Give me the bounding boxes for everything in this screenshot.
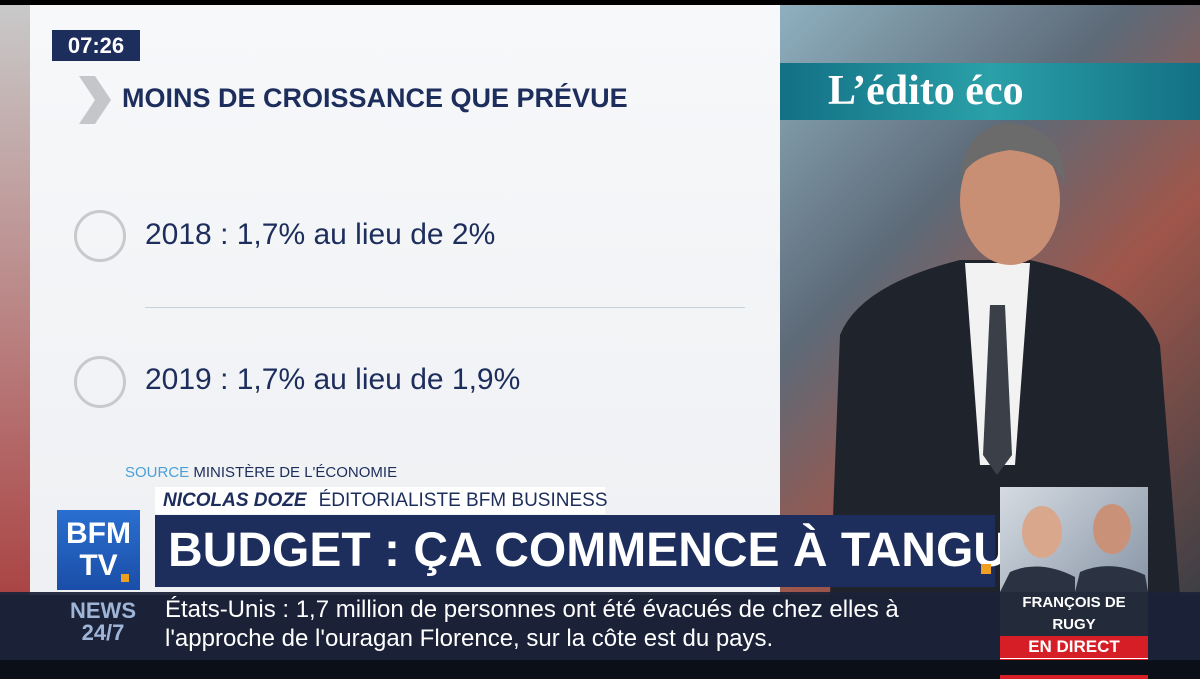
panel-title: MOINS DE CROISSANCE QUE PRÉVUE (122, 83, 628, 113)
accent (981, 564, 991, 574)
speaker-role: ÉDITORIALISTE BFM BUSINESS (318, 490, 608, 511)
headline: BUDGET : ÇA COMMENCE À TANGUER (168, 524, 1075, 577)
accent (121, 574, 129, 582)
ticker-label-line: 24/7 (81, 620, 125, 645)
source: SOURCE MINISTÈRE DE L'ÉCONOMIE (125, 464, 397, 482)
guest-thumbnail (1000, 487, 1148, 592)
logo-line: TV (79, 549, 118, 582)
logo-line: BFM (66, 517, 131, 550)
clock: 07:26 (52, 30, 140, 61)
chevron-icon (79, 76, 111, 124)
source-label: SOURCE (125, 464, 190, 481)
panel-item: 2019 : 1,7% au lieu de 1,9% (145, 363, 521, 396)
divider (145, 307, 745, 308)
source-text: MINISTÈRE DE L'ÉCONOMIE (193, 464, 398, 481)
ticker-label-line: NEWS (70, 598, 136, 623)
ticker-text: États-Unis : 1,7 million de personnes on… (165, 596, 899, 652)
bullet-icon (74, 356, 126, 408)
headline-bar (155, 515, 995, 587)
guest-name: FRANÇOIS DE RUGY (1022, 594, 1126, 633)
live-badge: EN DIRECT (1000, 636, 1148, 658)
background (0, 5, 30, 595)
ticker-label: NEWS 24/7 (70, 600, 136, 644)
show-title: L’édito éco (780, 63, 1200, 120)
speaker-name: NICOLAS DOZE (163, 490, 307, 511)
panel-item: 2018 : 1,7% au lieu de 2% (145, 218, 496, 251)
guest-photo (1000, 504, 1148, 592)
bullet-icon (74, 210, 126, 262)
name-bar: NICOLAS DOZE ÉDITORIALISTE BFM BUSINESS (155, 487, 608, 514)
top-bar (0, 0, 1200, 5)
bottom-bar (0, 660, 1200, 675)
